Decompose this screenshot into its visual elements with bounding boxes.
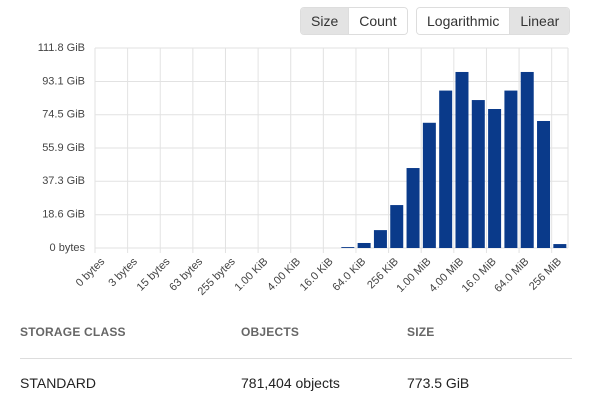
x-tick-label: 1.00 KiB (233, 256, 271, 294)
x-tick-label: 64.0 KiB (330, 256, 368, 294)
x-tick-label: 256 MiB (527, 256, 564, 293)
bar (455, 71, 469, 248)
x-tick-label: 0 bytes (74, 255, 108, 289)
table-cell: 781,404 objects (241, 375, 340, 391)
scale-toggle: Logarithmic Linear (416, 7, 571, 35)
bar (439, 90, 453, 249)
x-tick-label: 15 bytes (135, 255, 173, 293)
bar (373, 230, 387, 248)
chart: 0 bytes 18.6 GiB 37.3 GiB 55.9 GiB 74.5 GiB 9… (38, 42, 569, 298)
y-tick-label: 111.8 GiB (38, 42, 85, 54)
x-tick-label: 16.0 MiB (460, 256, 499, 295)
table-header: STORAGE CLASS (20, 325, 126, 339)
bar (422, 122, 436, 248)
bar (390, 205, 404, 248)
bar (537, 120, 551, 248)
bar (406, 168, 420, 248)
x-tick-label: 16.0 KiB (298, 256, 336, 294)
size-button[interactable]: Size (301, 8, 349, 34)
bar (520, 71, 534, 248)
bar (471, 100, 485, 248)
table-header: OBJECTS (241, 325, 300, 339)
table-cell: 773.5 GiB (407, 375, 470, 391)
table-cell: STANDARD (20, 375, 96, 391)
log-button[interactable]: Logarithmic (417, 8, 510, 34)
y-tick-label: 0 bytes (50, 242, 86, 254)
x-tick-label: 64.0 MiB (492, 256, 531, 295)
bar (553, 244, 567, 248)
y-tick-label: 55.9 GiB (42, 142, 85, 154)
bar (504, 90, 518, 249)
bar (488, 109, 502, 248)
y-tick-label: 74.5 GiB (42, 109, 85, 121)
x-tick-label: 4.00 MiB (427, 256, 466, 295)
bar (357, 242, 371, 248)
bar (341, 247, 355, 248)
linear-button[interactable]: Linear (509, 8, 570, 34)
separator (20, 358, 572, 359)
count-button[interactable]: Count (348, 8, 407, 34)
y-tick-label: 93.1 GiB (42, 75, 85, 87)
x-tick-label: 4.00 KiB (265, 256, 303, 294)
table-header: SIZE (407, 325, 435, 339)
y-tick-label: 18.6 GiB (42, 209, 85, 221)
x-tick-label: 1.00 MiB (394, 256, 433, 295)
y-tick-label: 37.3 GiB (42, 175, 85, 187)
metric-toggle: Size Count (300, 7, 408, 35)
